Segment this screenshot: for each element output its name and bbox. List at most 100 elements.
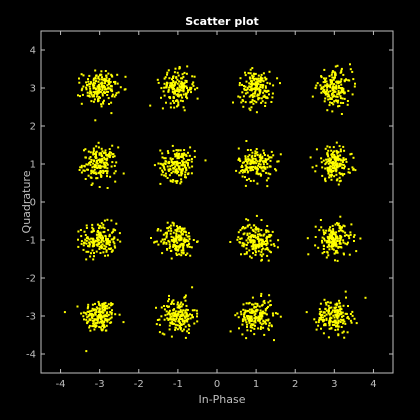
data-point (182, 309, 185, 312)
data-point (351, 314, 354, 317)
data-point (102, 101, 104, 104)
data-point (165, 236, 168, 239)
data-point (187, 162, 189, 165)
data-point (328, 313, 331, 316)
data-point (241, 227, 244, 230)
data-point (174, 171, 177, 174)
data-point (191, 83, 194, 86)
data-point (237, 147, 240, 150)
data-point (335, 169, 338, 172)
data-point (87, 78, 89, 81)
data-point (85, 350, 88, 353)
data-point (337, 222, 340, 225)
data-point (339, 242, 342, 245)
data-point (239, 237, 242, 240)
data-point (244, 164, 247, 167)
data-point (174, 170, 177, 173)
data-point (333, 150, 336, 153)
data-point (248, 249, 251, 252)
data-point (98, 91, 101, 94)
data-point (181, 169, 184, 172)
data-point (264, 308, 267, 311)
data-point (250, 161, 253, 164)
data-point (80, 166, 83, 169)
data-point (153, 164, 156, 167)
data-point (259, 328, 262, 330)
data-point (332, 248, 335, 251)
data-point (184, 319, 186, 322)
data-point (336, 155, 339, 158)
data-point (106, 170, 109, 173)
data-point (311, 95, 314, 98)
x-tick-label: 3 (331, 379, 337, 390)
data-point (338, 105, 341, 107)
data-point (261, 242, 264, 245)
data-point (336, 93, 339, 96)
data-point (157, 162, 160, 165)
data-point (334, 155, 337, 158)
data-point (339, 237, 342, 240)
data-point (108, 87, 111, 90)
y-axis-label: Quadrature (20, 170, 33, 233)
data-point (188, 166, 191, 169)
data-point (323, 245, 325, 248)
data-point (90, 81, 93, 84)
data-point (92, 151, 95, 154)
data-point (182, 86, 185, 88)
data-point (159, 149, 162, 152)
data-point (264, 159, 267, 162)
data-point (327, 240, 330, 243)
data-point (311, 166, 314, 169)
data-point (93, 172, 96, 175)
data-point (177, 320, 180, 323)
data-point (237, 95, 240, 98)
data-point (324, 178, 326, 181)
data-point (164, 76, 167, 79)
data-point (114, 229, 117, 232)
data-point (101, 320, 103, 323)
data-point (170, 159, 173, 162)
data-point (345, 78, 347, 81)
data-point (336, 313, 339, 316)
data-point (106, 175, 108, 178)
data-point (332, 151, 334, 154)
data-point (92, 79, 95, 82)
data-point (242, 243, 245, 246)
data-point (245, 252, 248, 255)
data-point (108, 234, 111, 237)
data-point (161, 156, 164, 159)
data-point (111, 93, 114, 96)
data-point (261, 157, 264, 160)
data-point (334, 90, 337, 93)
data-point (328, 174, 331, 177)
data-point (175, 236, 178, 239)
data-point (109, 154, 112, 157)
data-point (83, 230, 86, 233)
data-point (186, 252, 189, 255)
data-point (329, 226, 332, 229)
data-point (191, 309, 194, 312)
data-point (337, 151, 340, 154)
data-point (179, 182, 182, 185)
data-point (184, 79, 187, 82)
data-point (92, 153, 95, 156)
data-point (89, 255, 92, 258)
data-point (103, 321, 105, 324)
data-point (189, 146, 192, 149)
data-point (172, 241, 175, 244)
data-point (327, 171, 330, 174)
data-point (332, 85, 335, 88)
data-point (98, 245, 101, 248)
data-point (113, 245, 116, 248)
data-point (253, 327, 256, 330)
data-point (263, 94, 266, 97)
data-point (245, 179, 248, 181)
data-point (93, 168, 96, 171)
data-point (265, 179, 268, 182)
data-point (253, 333, 256, 336)
data-point (240, 253, 242, 256)
data-point (338, 299, 340, 302)
data-point (188, 235, 191, 238)
data-point (181, 160, 184, 163)
data-point (185, 308, 188, 311)
